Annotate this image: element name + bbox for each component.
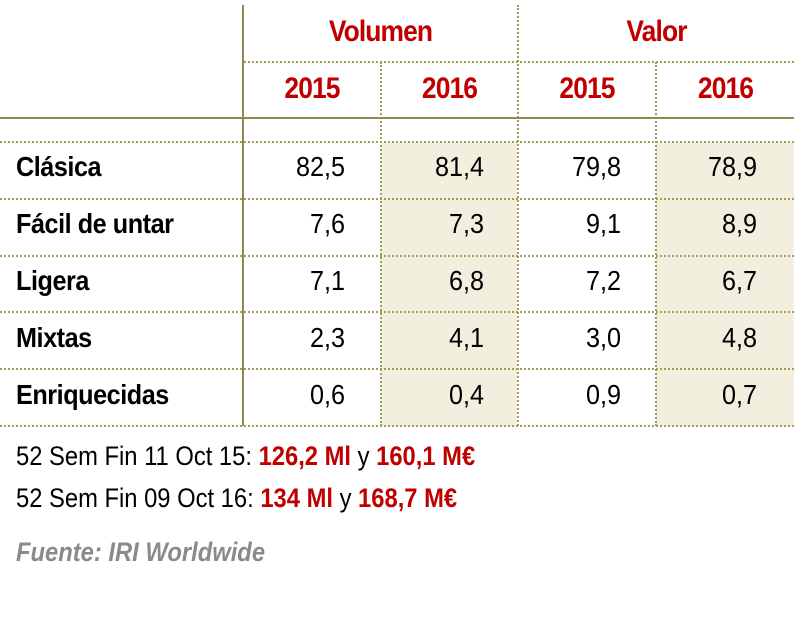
- year-header: 2015: [559, 72, 615, 105]
- footnote-and: y: [351, 441, 377, 471]
- cell-value: 78,9: [707, 151, 757, 182]
- divider-dotted: [244, 61, 794, 63]
- cell-value: 7,3: [448, 208, 484, 239]
- cell-value: 6,7: [721, 265, 757, 296]
- group-header-volumen: Volumen: [328, 15, 433, 48]
- divider-horizontal: [0, 117, 794, 119]
- cell-value: 3,0: [585, 322, 621, 353]
- cell-value: 0,7: [721, 379, 757, 410]
- cell-value: 2,3: [309, 322, 345, 353]
- row-label: Ligera: [16, 265, 89, 296]
- cell-value: 9,1: [585, 208, 621, 239]
- divider-dotted: [0, 255, 794, 257]
- shade-val-2016: [656, 143, 794, 426]
- row-label: Clásica: [16, 151, 102, 182]
- divider-vertical: [242, 5, 244, 426]
- shade-vol-2016: [381, 143, 517, 426]
- row-label: Enriquecidas: [16, 379, 169, 410]
- cell-value: 6,8: [448, 265, 484, 296]
- year-header: 2016: [421, 72, 478, 105]
- footnote-2015: 52 Sem Fin 11 Oct 15: 126,2 Ml y 160,1 M…: [16, 441, 475, 472]
- divider-dotted: [0, 141, 794, 143]
- row-label: Mixtas: [16, 322, 92, 353]
- row-label: Fácil de untar: [16, 208, 174, 239]
- cell-value: 4,1: [448, 322, 484, 353]
- cell-value: 4,8: [721, 322, 757, 353]
- cell-value: 82,5: [295, 151, 345, 182]
- footnote-value: 168,7 M€: [358, 483, 458, 513]
- cell-value: 0,6: [309, 379, 345, 410]
- cell-value: 0,9: [585, 379, 621, 410]
- footnote-value: 160,1 M€: [376, 441, 476, 471]
- cell-value: 79,8: [571, 151, 621, 182]
- footnote-prefix: 52 Sem Fin 11 Oct 15:: [16, 441, 259, 471]
- group-header-valor: Valor: [626, 15, 687, 48]
- footnote-volume: 126,2 Ml: [258, 441, 352, 471]
- cell-value: 7,1: [309, 265, 345, 296]
- year-header: 2015: [284, 72, 340, 105]
- cell-value: 7,2: [585, 265, 621, 296]
- divider-dotted: [655, 62, 657, 426]
- footnote-and: y: [332, 483, 359, 513]
- divider-dotted: [517, 5, 519, 426]
- divider-dotted: [0, 311, 794, 313]
- footnote-prefix: 52 Sem Fin 09 Oct 16:: [16, 483, 261, 513]
- divider-dotted: [0, 198, 794, 200]
- year-header: 2016: [697, 72, 754, 105]
- cell-value: 0,4: [448, 379, 484, 410]
- footnote-2016: 52 Sem Fin 09 Oct 16: 134 Ml y 168,7 M€: [16, 483, 457, 514]
- cell-value: 8,9: [721, 208, 757, 239]
- source-note: Fuente: IRI Worldwide: [16, 537, 266, 567]
- cell-value: 81,4: [434, 151, 484, 182]
- divider-dotted: [0, 425, 794, 427]
- footnote-volume: 134 Ml: [260, 483, 333, 513]
- cell-value: 7,6: [309, 208, 345, 239]
- divider-dotted: [0, 368, 794, 370]
- divider-dotted: [380, 62, 382, 426]
